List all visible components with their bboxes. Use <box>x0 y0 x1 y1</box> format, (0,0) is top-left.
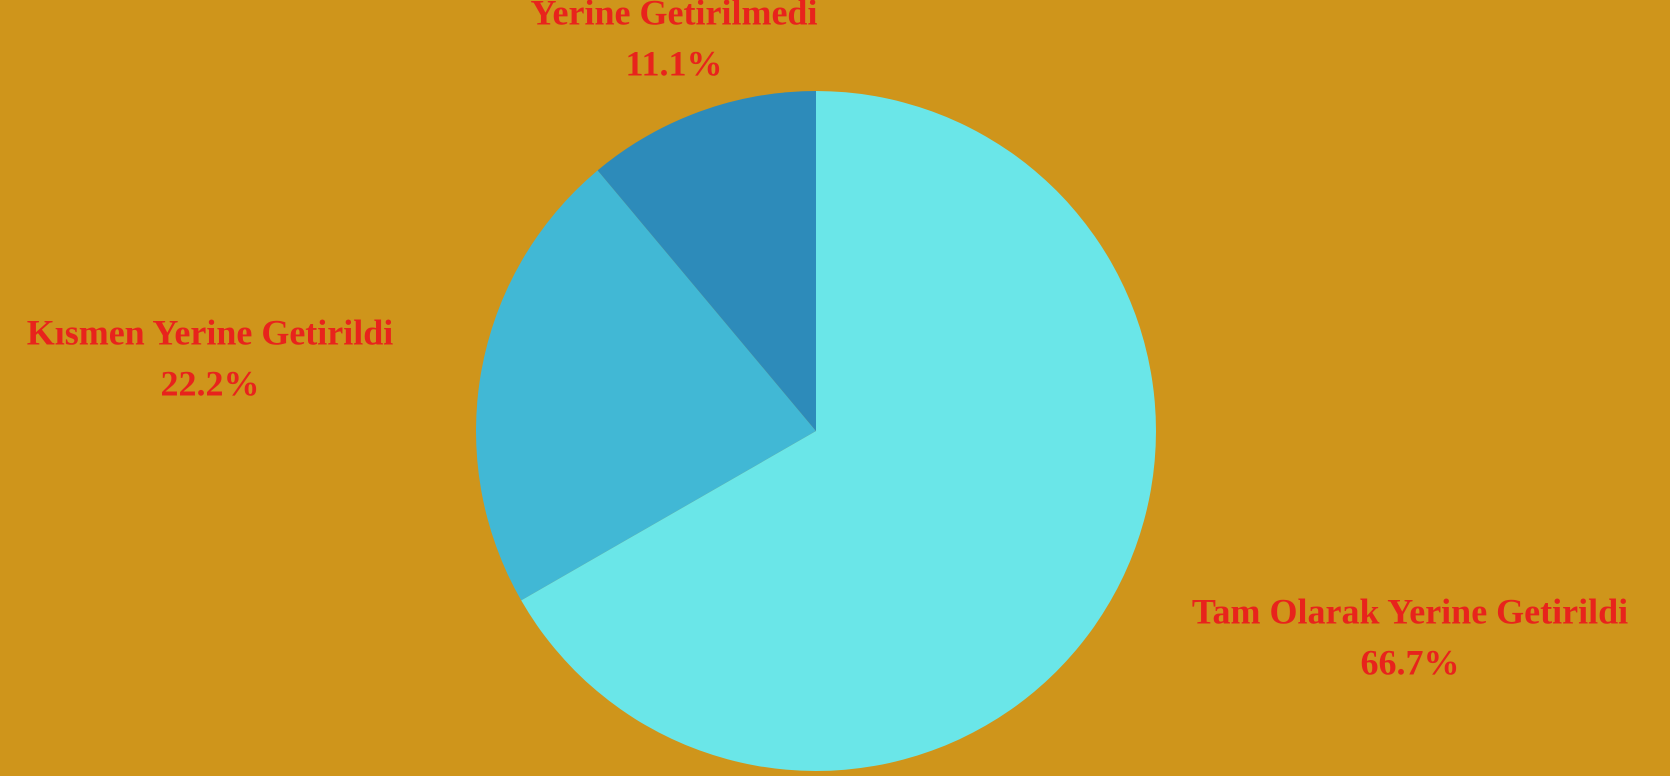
slice-label: Kısmen Yerine Getirildi <box>27 312 394 352</box>
pie-slice <box>597 91 816 431</box>
slice-label: Yerine Getirilmedi <box>531 0 818 32</box>
pie-slice <box>476 170 816 601</box>
slice-value: 11.1% <box>625 43 722 83</box>
slice-value: 66.7% <box>1361 642 1460 682</box>
slice-label: Tam Olarak Yerine Getirildi <box>1192 591 1628 631</box>
slice-value: 22.2% <box>161 363 260 403</box>
pie-slice <box>521 91 1156 771</box>
